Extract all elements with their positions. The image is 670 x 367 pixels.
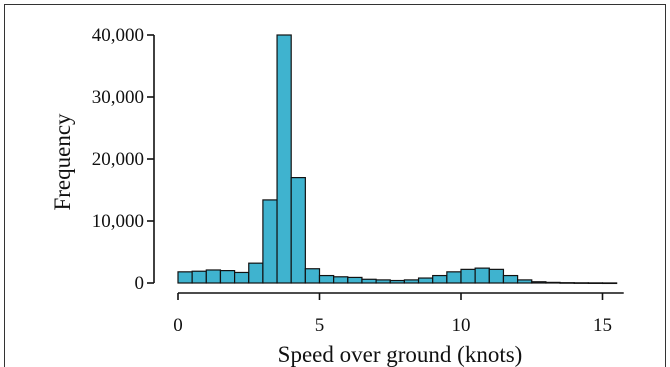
x-tick-label-1: 5	[315, 315, 325, 336]
histogram-bar-2	[205, 269, 222, 284]
histogram-bars	[177, 34, 618, 285]
histogram-bar-18	[432, 274, 448, 284]
x-axis: 0 5 10 15	[173, 292, 624, 336]
histogram-bar-8	[290, 177, 306, 284]
histogram-bar-26	[545, 281, 561, 284]
histogram-bar-15	[389, 279, 405, 284]
y-tick-label-1: 10,000	[92, 211, 144, 232]
histogram-bar-29	[587, 282, 604, 284]
y-tick-label-0: 0	[135, 273, 145, 294]
histogram-bar-4	[234, 271, 250, 284]
histogram-bar-27	[559, 282, 575, 284]
histogram-bar-16	[403, 279, 420, 284]
y-axis: 0 10,000 20,000 30,000 40,000	[92, 25, 155, 294]
y-axis-title: Frequency	[50, 113, 75, 211]
x-tick-label-3: 15	[593, 315, 612, 336]
histogram-bar-19	[446, 271, 462, 284]
histogram-bar-21	[474, 267, 490, 284]
histogram-bar-9	[304, 268, 321, 284]
histogram-bar-13	[361, 278, 377, 284]
histogram-bar-24	[516, 279, 533, 284]
histogram-bar-23	[502, 274, 519, 284]
histogram-bar-3	[219, 270, 236, 284]
histogram-bar-5	[248, 262, 264, 284]
y-tick-label-4: 40,000	[92, 25, 144, 46]
x-tick-label-0: 0	[173, 315, 183, 336]
histogram-bar-11	[333, 276, 349, 284]
histogram-bar-17	[417, 277, 434, 284]
histogram-bar-30	[601, 282, 618, 285]
x-tick-label-2: 10	[452, 315, 471, 336]
histogram-bar-25	[531, 281, 547, 284]
histogram-bar-6	[262, 199, 278, 284]
histogram-bar-10	[318, 274, 335, 284]
histogram-bar-22	[488, 268, 505, 284]
histogram-bar-12	[347, 276, 363, 284]
histogram-bar-7	[276, 34, 292, 284]
histogram-bar-0	[177, 271, 193, 284]
histogram-bar-28	[573, 282, 589, 284]
x-axis-title: Speed over ground (knots)	[278, 342, 523, 367]
y-tick-label-3: 30,000	[92, 87, 144, 108]
histogram-bar-20	[460, 268, 476, 284]
y-tick-label-2: 20,000	[92, 149, 144, 170]
histogram-bar-14	[375, 279, 391, 284]
histogram-bar-1	[191, 270, 207, 284]
chart-frame	[4, 4, 666, 367]
